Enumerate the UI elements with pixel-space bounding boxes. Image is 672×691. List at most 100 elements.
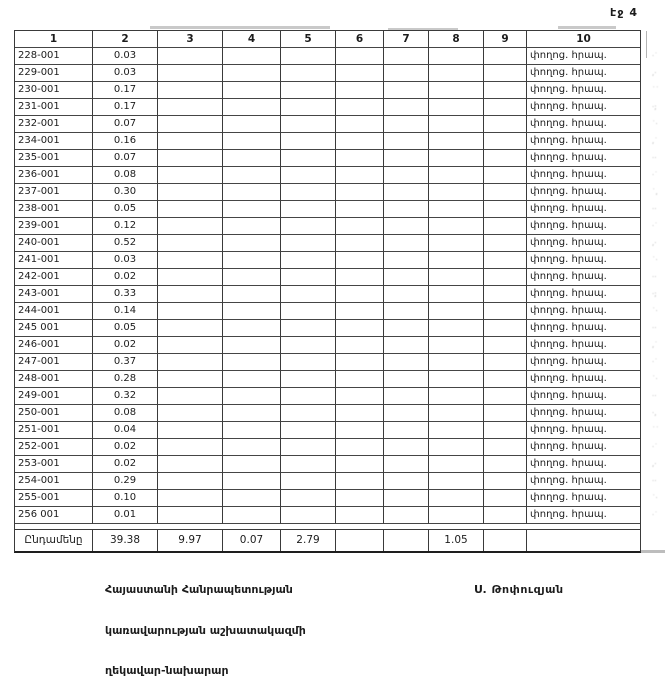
empty-cell [484, 286, 527, 303]
empty-cell [281, 405, 336, 422]
table-row: 256 001 0.01 փողոց. հրապ. [15, 507, 640, 524]
value-cell: 0.17 [93, 82, 158, 99]
table-row: 236-001 0.08 փողոց. հրապ. [15, 167, 640, 184]
empty-cell [484, 388, 527, 405]
empty-cell [384, 167, 429, 184]
empty-cell [484, 133, 527, 150]
empty-cell [336, 167, 384, 184]
table-row: 254-001 0.29 փողոց. հրապ. [15, 473, 640, 490]
empty-cell [281, 354, 336, 371]
value-cell: 0.14 [93, 303, 158, 320]
note-cell: փողոց. հրապ. [527, 490, 640, 507]
empty-cell [384, 371, 429, 388]
value-cell: 0.12 [93, 218, 158, 235]
empty-cell [429, 337, 484, 354]
empty-cell [336, 269, 384, 286]
table-row: 228-001 0.03 փողոց. հրապ. [15, 48, 640, 65]
bleedthrough-mark: ·˙ [652, 358, 658, 366]
empty-cell [384, 507, 429, 524]
empty-cell [384, 303, 429, 320]
bleedthrough-mark: ·; [652, 290, 657, 298]
empty-cell [223, 286, 281, 303]
empty-cell [158, 337, 223, 354]
note-cell: փողոց. հրապ. [527, 507, 640, 524]
bleedthrough-mark: ,· [652, 239, 657, 247]
value-cell: 0.33 [93, 286, 158, 303]
value-cell: 0.02 [93, 269, 158, 286]
footer-org-line: ղեկավար-նախարար [105, 664, 229, 677]
empty-cell [384, 252, 429, 269]
bleedthrough-mark: ,˙ [652, 341, 658, 349]
empty-cell [429, 150, 484, 167]
value-cell: 0.04 [93, 422, 158, 439]
value-cell: 0.30 [93, 184, 158, 201]
row-id-cell: 241-001 [15, 252, 93, 269]
empty-cell [384, 439, 429, 456]
empty-cell [484, 456, 527, 473]
empty-cell [336, 150, 384, 167]
totals-value-cell: 39.38 [93, 530, 158, 551]
empty-cell [158, 252, 223, 269]
scan-artifact [558, 26, 616, 29]
empty-cell [384, 490, 429, 507]
row-id-cell: 230-001 [15, 82, 93, 99]
bleedthrough-mark: ,˙ [652, 137, 658, 145]
empty-cell [484, 82, 527, 99]
empty-cell [281, 48, 336, 65]
empty-cell [281, 99, 336, 116]
column-header: 5 [281, 31, 336, 48]
empty-cell [158, 456, 223, 473]
scanned-document-page: { "page_label": "էջ 4", "colors": { "ink… [14, 6, 665, 677]
empty-cell [429, 456, 484, 473]
note-cell: փողոց. հրապ. [527, 99, 640, 116]
table-row: 235-001 0.07 փողոց. հրապ. [15, 150, 640, 167]
empty-cell [158, 303, 223, 320]
empty-cell [336, 405, 384, 422]
empty-cell [223, 184, 281, 201]
row-id-cell: 244-001 [15, 303, 93, 320]
table-row: 241-001 0.03 փողոց. հրապ. [15, 252, 640, 269]
empty-cell [336, 303, 384, 320]
empty-cell [158, 286, 223, 303]
value-cell: 0.29 [93, 473, 158, 490]
empty-cell [336, 65, 384, 82]
empty-cell [281, 490, 336, 507]
table-row: 244-001 0.14 փողոց. հրապ. [15, 303, 640, 320]
empty-cell [281, 252, 336, 269]
empty-cell [223, 167, 281, 184]
bleedthrough-mark: ·· [652, 273, 657, 281]
empty-cell [158, 269, 223, 286]
scan-artifact [388, 28, 458, 30]
row-id-cell: 253-001 [15, 456, 93, 473]
empty-cell [158, 133, 223, 150]
empty-cell [336, 82, 384, 99]
totals-row: Ընդամենը 39.38 9.97 0.07 2.79 1.05 [15, 530, 640, 551]
empty-cell [429, 184, 484, 201]
note-cell: փողոց. հրապ. [527, 133, 640, 150]
empty-cell [384, 473, 429, 490]
empty-cell [429, 405, 484, 422]
bleedthrough-mark: ˙· [652, 375, 658, 383]
empty-cell [384, 422, 429, 439]
row-id-cell: 240-001 [15, 235, 93, 252]
empty-cell [223, 201, 281, 218]
column-header: 6 [336, 31, 384, 48]
empty-cell [484, 320, 527, 337]
empty-cell [223, 218, 281, 235]
empty-cell [158, 507, 223, 524]
row-id-cell: 234-001 [15, 133, 93, 150]
value-cell: 0.03 [93, 252, 158, 269]
empty-cell [223, 150, 281, 167]
empty-cell [281, 82, 336, 99]
empty-cell [158, 490, 223, 507]
bleedthrough-mark: ·˙ [652, 443, 658, 451]
empty-cell [384, 150, 429, 167]
empty-cell [223, 133, 281, 150]
empty-cell [336, 371, 384, 388]
table-body: 228-001 0.03 փողոց. հրապ. 229-001 0.03 փողոց.… [15, 48, 640, 524]
empty-cell [384, 286, 429, 303]
empty-cell [484, 405, 527, 422]
totals-value-cell [484, 530, 527, 551]
table-row: 234-001 0.16 փողոց. հրապ. [15, 133, 640, 150]
value-cell: 0.03 [93, 48, 158, 65]
